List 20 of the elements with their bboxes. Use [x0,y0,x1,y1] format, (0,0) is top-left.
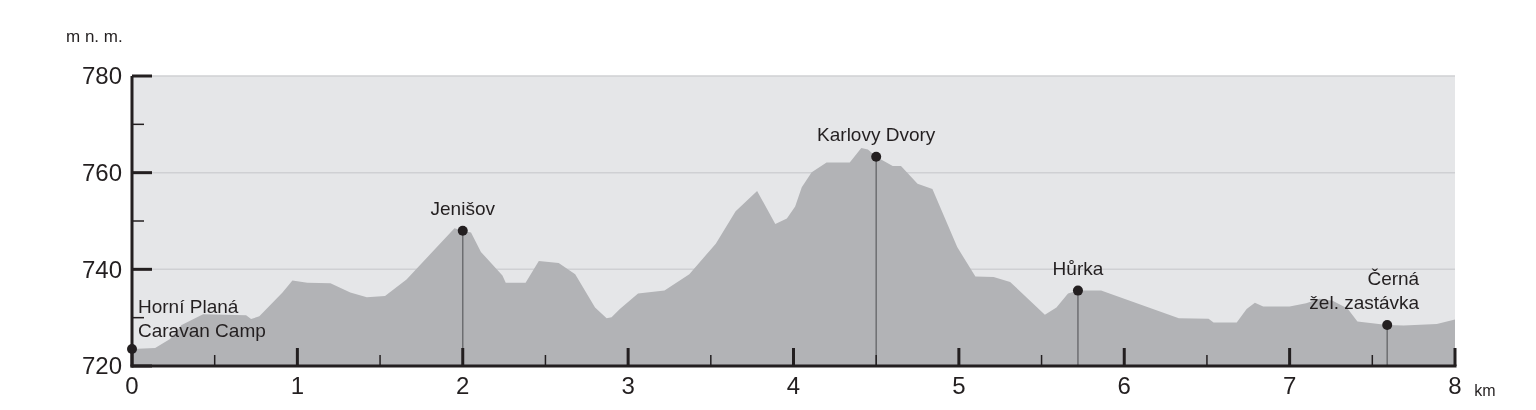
x-tick-label: 1 [290,372,305,399]
y-tick-label: 720 [81,352,122,380]
y-tick-label: 760 [81,159,122,187]
x-tick-label: 5 [952,372,966,399]
x-tick-label: 6 [1117,372,1131,399]
x-tick-label: 4 [786,372,801,399]
annotation: Jenišov [430,197,496,219]
y-tick-label: 740 [81,255,122,283]
y-axis-title: m n. m. [66,27,123,46]
annotation: Černá žel. zastávka [1309,267,1420,313]
annotation: Horní Planá Caravan Camp [138,296,266,342]
x-tick-label: 0 [125,372,139,399]
x-axis-title: km [1474,382,1496,399]
x-tick-label: 2 [456,372,470,399]
annotation: Hůrka [1052,257,1104,279]
x-tick-label: 7 [1282,372,1297,399]
y-tick-label: 780 [81,62,122,90]
x-tick-label: 3 [621,372,635,399]
x-tick-label: 8 [1448,372,1462,399]
annotation: Karlovy Dvory [817,123,936,145]
